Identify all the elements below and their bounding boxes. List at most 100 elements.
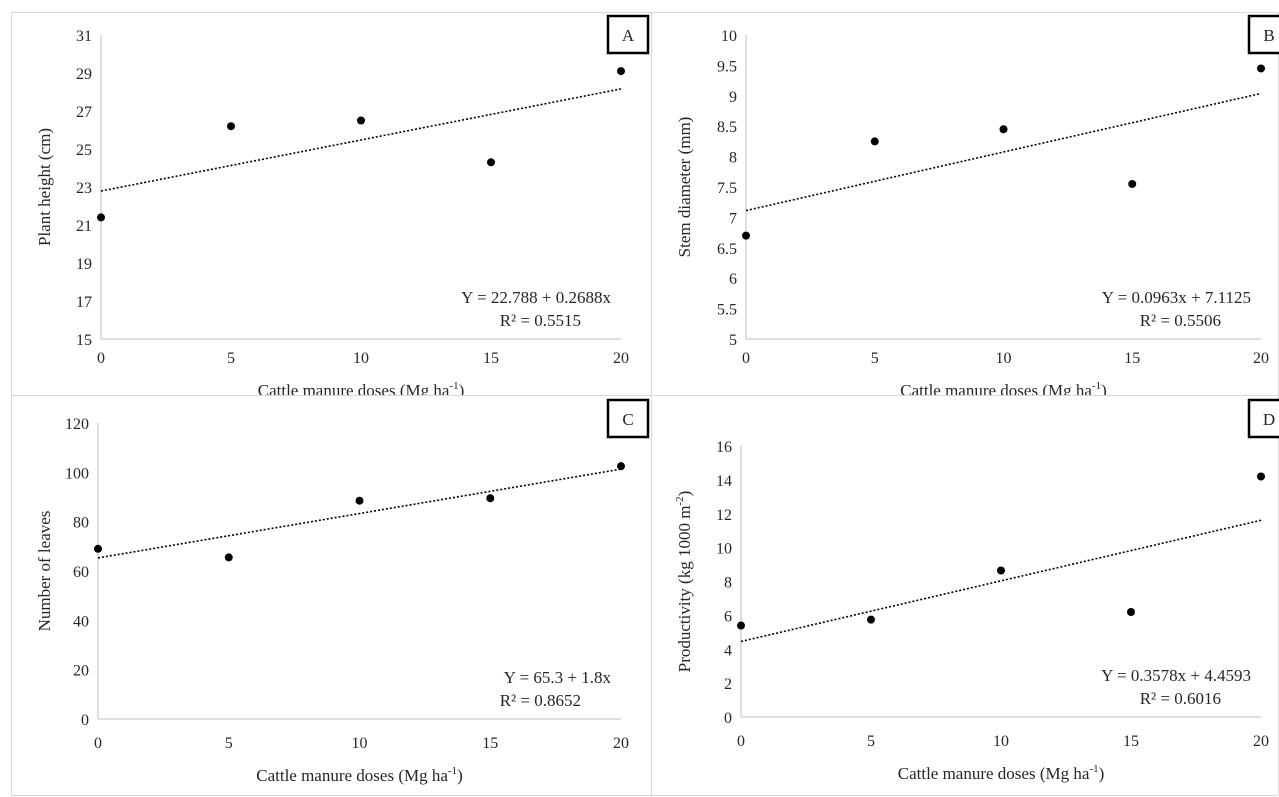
x-tick-label: 20 <box>1253 350 1269 367</box>
x-tick-label: 15 <box>1123 733 1139 750</box>
x-tick-label: 5 <box>871 350 879 367</box>
y-tick-label: 23 <box>76 180 92 197</box>
x-tick-label: 20 <box>1253 733 1269 750</box>
y-tick-label: 9 <box>729 89 737 106</box>
x-tick-label: 5 <box>225 735 233 752</box>
y-tick-label: 60 <box>73 564 89 581</box>
panel-letter: B <box>1263 26 1274 45</box>
x-tick-label: 0 <box>742 350 750 367</box>
r-squared-label: R² = 0.8652 <box>500 691 581 710</box>
y-tick-label: 20 <box>73 663 89 680</box>
y-tick-label: 6.5 <box>717 241 737 258</box>
r-squared-label: R² = 0.6016 <box>1140 689 1221 708</box>
regression-equation: Y = 0.3578x + 4.4593 <box>1101 666 1251 685</box>
x-tick-label: 15 <box>483 350 499 367</box>
y-tick-label: 19 <box>76 256 92 273</box>
trendline <box>745 92 1262 212</box>
data-point <box>1128 179 1137 188</box>
data-point <box>1257 472 1265 481</box>
y-tick-label: 25 <box>76 142 92 159</box>
r-squared-label: R² = 0.5506 <box>1140 311 1221 330</box>
chart-d-svg: 0 2 4 6 8 10 12 14 16 0 5 10 15 20 Cattle manure doses… <box>674 398 1279 783</box>
trendline <box>100 88 622 192</box>
y-tick-label: 31 <box>76 28 92 45</box>
data-point <box>227 122 235 131</box>
data-point <box>742 231 750 240</box>
x-tick-label: 10 <box>352 735 368 752</box>
chart-c-svg: 0 20 40 60 80 100 120 0 5 10 15 20 Cattle manure dos… <box>35 398 650 785</box>
chart-panel-a: 15 17 19 21 23 25 27 29 31 0 5 10 15 20 Cattle manure … <box>11 12 652 400</box>
data-point <box>486 494 495 503</box>
data-point <box>867 615 875 624</box>
panel-letter: D <box>1263 410 1275 429</box>
y-tick-label: 5 <box>729 332 737 349</box>
y-tick-label: 15 <box>76 332 92 349</box>
y-tick-label: 80 <box>73 515 89 532</box>
data-point <box>617 462 625 471</box>
x-tick-label: 0 <box>94 735 102 752</box>
x-tick-label: 0 <box>737 733 745 750</box>
x-tick-label: 20 <box>613 735 629 752</box>
y-tick-label: 4 <box>724 642 732 659</box>
y-tick-label: 10 <box>721 28 737 45</box>
y-tick-label: 17 <box>76 294 92 311</box>
data-point <box>355 496 364 505</box>
data-point <box>870 137 879 146</box>
y-tick-label: 8.5 <box>717 119 737 136</box>
y-tick-label: 100 <box>65 465 89 482</box>
y-tick-label: 6 <box>729 271 737 288</box>
data-point <box>357 116 365 125</box>
data-point <box>617 67 625 76</box>
x-axis-title: Cattle manure doses (Mg ha-1) <box>256 765 463 785</box>
data-point <box>999 125 1008 134</box>
trendline <box>97 468 622 559</box>
data-point <box>94 544 102 553</box>
data-point <box>737 621 745 630</box>
y-axis-title: Plant height (cm) <box>35 128 54 246</box>
y-tick-label: 2 <box>724 676 732 693</box>
panel-letter: C <box>622 410 633 429</box>
x-tick-label: 5 <box>867 733 875 750</box>
y-tick-label: 29 <box>76 66 92 83</box>
y-tick-label: 10 <box>716 541 732 558</box>
x-tick-label: 10 <box>353 350 369 367</box>
data-point <box>1257 64 1265 73</box>
data-point <box>1127 607 1135 616</box>
x-tick-label: 15 <box>482 735 498 752</box>
chart-panel-d: 0 2 4 6 8 10 12 14 16 0 5 10 15 20 Cattle manure doses… <box>651 395 1279 796</box>
data-point <box>997 566 1005 575</box>
y-axis-title: Productivity (kg 1000 m-2) <box>674 491 694 673</box>
x-tick-label: 10 <box>993 733 1009 750</box>
y-tick-label: 21 <box>76 218 92 235</box>
x-tick-label: 10 <box>996 350 1012 367</box>
regression-equation: Y = 0.0963x + 7.1125 <box>1102 288 1251 307</box>
y-tick-label: 27 <box>76 104 92 121</box>
regression-equation: Y = 22.788 + 0.2688x <box>461 288 611 307</box>
y-tick-label: 0 <box>81 712 89 729</box>
y-tick-label: 8 <box>729 150 737 167</box>
y-tick-label: 0 <box>724 710 732 727</box>
x-tick-label: 20 <box>613 350 629 367</box>
y-tick-label: 7.5 <box>717 180 737 197</box>
panel-letter-box <box>1247 14 1279 55</box>
x-tick-label: 5 <box>227 350 235 367</box>
y-tick-label: 8 <box>724 575 732 592</box>
y-tick-label: 40 <box>73 613 89 630</box>
chart-panel-b: 5 5.5 6 6.5 7 7.5 8 8.5 9 9.5 10 0 5 10 15 20 Cattle man… <box>651 12 1279 400</box>
y-tick-label: 14 <box>716 473 732 490</box>
y-tick-label: 120 <box>65 416 89 433</box>
y-tick-label: 6 <box>724 608 732 625</box>
panel-letter-box <box>606 398 650 439</box>
data-point <box>97 213 105 222</box>
panel-letter-box <box>606 14 650 55</box>
y-tick-label: 7 <box>729 210 737 227</box>
x-tick-label: 15 <box>1124 350 1140 367</box>
x-tick-label: 0 <box>97 350 105 367</box>
data-point <box>487 158 495 167</box>
x-axis-title: Cattle manure doses (Mg ha-1) <box>898 763 1105 783</box>
panel-letter-box <box>1247 398 1279 439</box>
regression-equation: Y = 65.3 + 1.8x <box>504 668 612 687</box>
y-tick-label: 12 <box>716 507 732 524</box>
